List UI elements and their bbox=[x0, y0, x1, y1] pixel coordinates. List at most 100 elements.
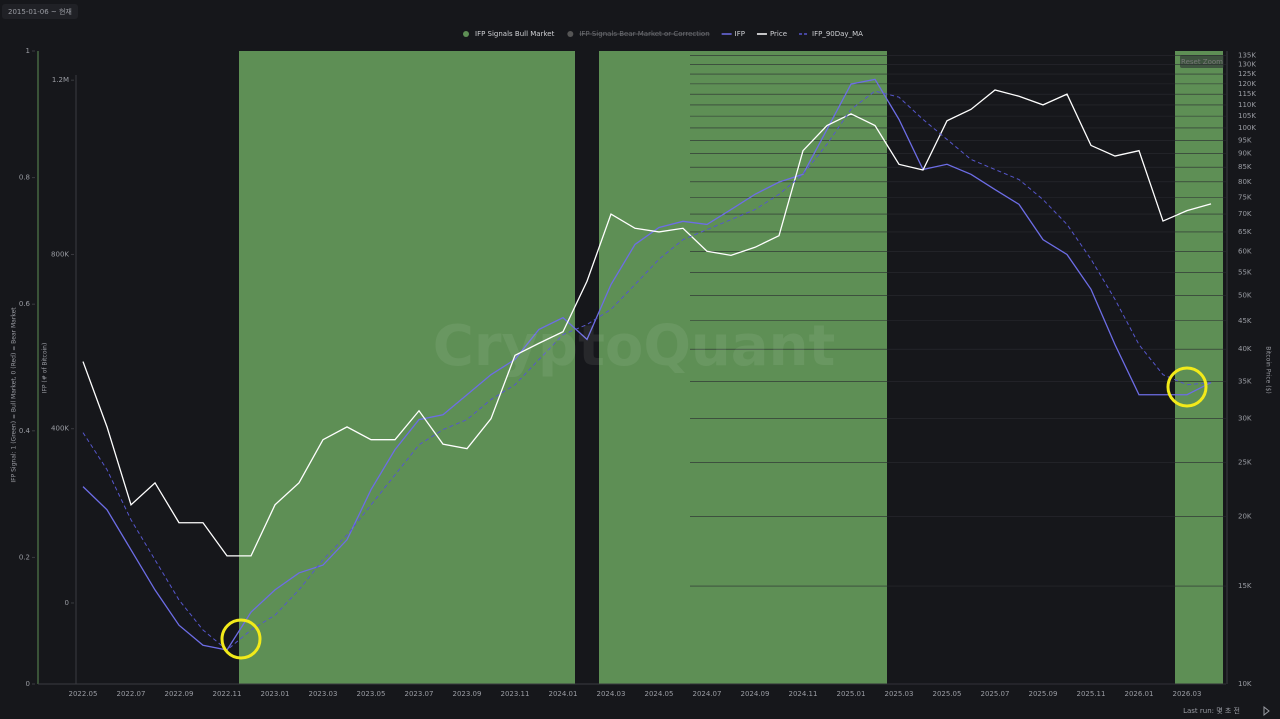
highlight-circle bbox=[220, 618, 262, 660]
x-tick-label: 2026.01 bbox=[1125, 690, 1154, 698]
legend-label: Price bbox=[770, 30, 787, 38]
legend-label: IFP Signals Bear Market or Correction bbox=[579, 30, 709, 38]
signal-band bbox=[359, 51, 383, 684]
y3-axis-title: Bitcoin Price ($) bbox=[1265, 346, 1272, 394]
signal-band bbox=[671, 51, 695, 684]
y3ticks-label: 10K bbox=[1238, 680, 1252, 688]
plot-area: 0 0.2 0.4 0.6 0.8 1 0 400K 800K 1.2M 10K 15K 20K 25K 3… bbox=[19, 47, 1257, 698]
x-tick-label: 2024.05 bbox=[645, 690, 674, 698]
y3ticks-label: 30K bbox=[1238, 415, 1252, 423]
reset-zoom-label[interactable]: Reset Zoom bbox=[1181, 58, 1223, 66]
y3ticks-label: 120K bbox=[1238, 80, 1256, 88]
signal-band bbox=[599, 51, 623, 684]
series-line bbox=[82, 90, 1212, 651]
x-tick-label: 2022.07 bbox=[117, 690, 146, 698]
y3ticks-label: 75K bbox=[1238, 193, 1252, 201]
x-tick-label: 2025.09 bbox=[1029, 690, 1058, 698]
y2ticks-label: 400K bbox=[51, 425, 69, 433]
x-tick-label: 2023.07 bbox=[405, 690, 434, 698]
x-tick-label: 2025.01 bbox=[837, 690, 866, 698]
signal-band bbox=[743, 51, 767, 684]
x-tick-label: 2025.05 bbox=[933, 690, 962, 698]
yticks-label: 0 bbox=[26, 680, 30, 688]
y3ticks-label: 65K bbox=[1238, 228, 1252, 236]
series-line bbox=[82, 78, 1212, 651]
legend-swatch bbox=[567, 31, 574, 37]
y3ticks-label: 80K bbox=[1238, 178, 1252, 186]
y3ticks-label: 125K bbox=[1238, 70, 1256, 78]
y3ticks-label: 60K bbox=[1238, 247, 1252, 255]
legend-label: IFP_90Day_MA bbox=[812, 30, 863, 38]
signal-band bbox=[551, 51, 575, 684]
x-tick-label: 2023.05 bbox=[357, 690, 386, 698]
x-tick-label: 2022.05 bbox=[69, 690, 98, 698]
x-tick-label: 2023.01 bbox=[261, 690, 290, 698]
y3ticks-label: 40K bbox=[1238, 345, 1252, 353]
x-tick-label: 2023.03 bbox=[309, 690, 338, 698]
signal-band bbox=[839, 51, 863, 684]
yticks-label: 0.8 bbox=[19, 174, 30, 182]
x-tick-label: 2026.03 bbox=[1173, 690, 1202, 698]
y3ticks-label: 45K bbox=[1238, 317, 1252, 325]
y3ticks-label: 95K bbox=[1238, 136, 1252, 144]
signal-band bbox=[623, 51, 647, 684]
watermark: CryptoQuant bbox=[433, 314, 835, 379]
y3ticks-label: 55K bbox=[1238, 268, 1252, 276]
x-tick-label: 2024.07 bbox=[693, 690, 722, 698]
last-run: Last run: 몇 초 전 bbox=[1183, 706, 1240, 715]
yticks-label: 0.4 bbox=[19, 427, 31, 435]
signal-band bbox=[239, 51, 263, 684]
signal-band bbox=[503, 51, 527, 684]
y3ticks-label: 20K bbox=[1238, 513, 1252, 521]
signal-band bbox=[335, 51, 359, 684]
signal-band bbox=[431, 51, 455, 684]
legend-swatch bbox=[463, 31, 469, 37]
date-range[interactable]: 2015-01-06 ~ 현재 bbox=[8, 8, 72, 16]
x-tick-label: 2025.07 bbox=[981, 690, 1010, 698]
date-range-box[interactable] bbox=[2, 4, 78, 19]
signal-band bbox=[383, 51, 407, 684]
x-tick-label: 2024.09 bbox=[741, 690, 770, 698]
signal-band bbox=[695, 51, 719, 684]
x-tick-label: 2022.09 bbox=[165, 690, 194, 698]
legend: IFP Signals Bull Market IFP Signals Bear … bbox=[463, 30, 863, 38]
y3ticks-label: 135K bbox=[1238, 51, 1256, 59]
x-tick-label: 2024.11 bbox=[789, 690, 818, 698]
y3ticks-label: 50K bbox=[1238, 291, 1252, 299]
x-tick-label: 2025.11 bbox=[1077, 690, 1106, 698]
x-tick-label: 2024.01 bbox=[549, 690, 578, 698]
yticks-label: 1 bbox=[26, 47, 30, 55]
series-line bbox=[82, 89, 1212, 557]
y3ticks-label: 70K bbox=[1238, 210, 1252, 218]
signal-band bbox=[1199, 51, 1223, 684]
signal-band bbox=[263, 51, 287, 684]
signal-band bbox=[791, 51, 815, 684]
signal-band bbox=[407, 51, 431, 684]
reset-zoom-button[interactable] bbox=[1180, 55, 1224, 68]
signal-band bbox=[287, 51, 311, 684]
y2ticks-label: 1.2M bbox=[52, 76, 69, 84]
x-tick-label: 2022.11 bbox=[213, 690, 242, 698]
signal-band bbox=[767, 51, 791, 684]
x-tick-label: 2023.11 bbox=[501, 690, 530, 698]
y3ticks-label: 15K bbox=[1238, 582, 1252, 590]
signal-band bbox=[863, 51, 887, 684]
yticks-label: 0.2 bbox=[19, 553, 30, 561]
y3ticks-label: 100K bbox=[1238, 124, 1256, 132]
y3ticks-label: 85K bbox=[1238, 163, 1252, 171]
y3ticks-label: 130K bbox=[1238, 61, 1256, 69]
y3ticks-label: 35K bbox=[1238, 377, 1252, 385]
y2ticks-label: 0 bbox=[65, 599, 69, 607]
legend-label: IFP Signals Bull Market bbox=[475, 30, 555, 38]
y2-axis-title: IFP (# of Bitcoin) bbox=[42, 343, 49, 394]
signal-band bbox=[455, 51, 479, 684]
signal-band bbox=[479, 51, 503, 684]
y2ticks-label: 800K bbox=[51, 250, 69, 258]
signal-band bbox=[647, 51, 671, 684]
run-icon[interactable] bbox=[1263, 705, 1270, 717]
legend-label: IFP bbox=[735, 30, 745, 38]
y3ticks-label: 105K bbox=[1238, 112, 1256, 120]
highlight-circle bbox=[1166, 366, 1208, 408]
